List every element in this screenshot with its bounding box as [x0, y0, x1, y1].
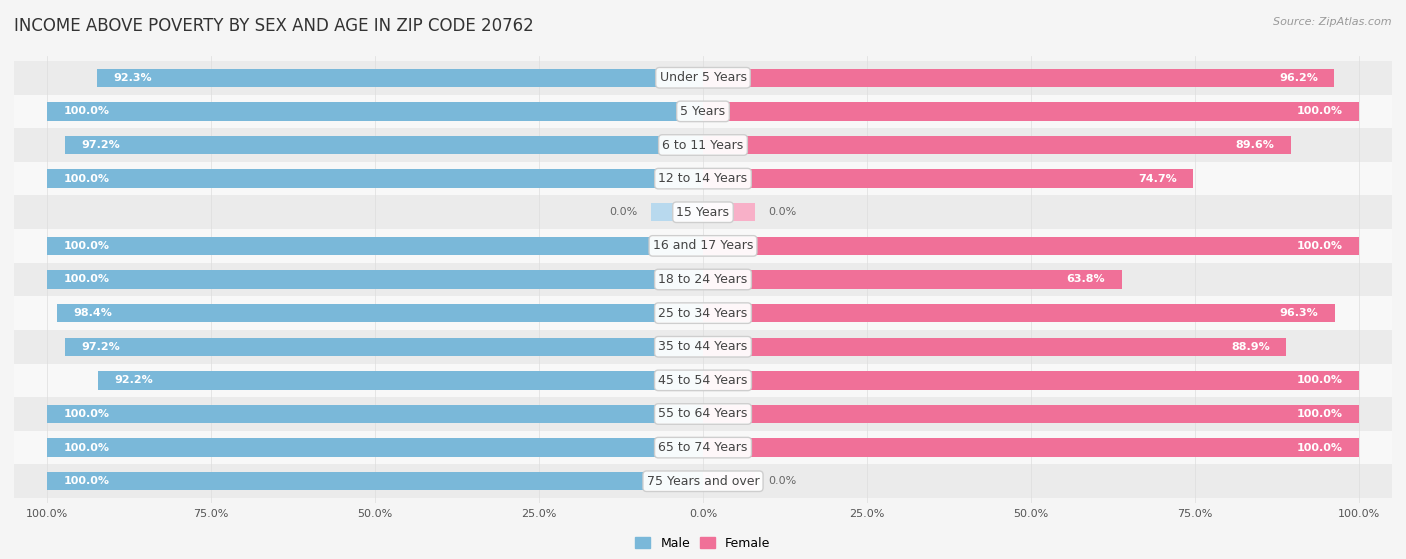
Text: 15 Years: 15 Years — [676, 206, 730, 219]
Bar — [651, 203, 703, 221]
Text: 100.0%: 100.0% — [1296, 106, 1343, 116]
Text: 63.8%: 63.8% — [1067, 274, 1105, 285]
Bar — [65, 338, 703, 356]
Bar — [14, 263, 1392, 296]
Text: 96.2%: 96.2% — [1279, 73, 1317, 83]
Bar — [703, 438, 1360, 457]
Text: 92.2%: 92.2% — [114, 376, 153, 385]
Bar — [703, 304, 1334, 323]
Bar — [46, 438, 703, 457]
Text: INCOME ABOVE POVERTY BY SEX AND AGE IN ZIP CODE 20762: INCOME ABOVE POVERTY BY SEX AND AGE IN Z… — [14, 17, 534, 35]
Bar — [14, 196, 1392, 229]
Text: 0.0%: 0.0% — [769, 476, 797, 486]
Bar — [14, 128, 1392, 162]
Text: 74.7%: 74.7% — [1137, 174, 1177, 183]
Bar — [98, 371, 703, 390]
Text: 0.0%: 0.0% — [609, 207, 637, 217]
Bar — [14, 61, 1392, 94]
Text: 45 to 54 Years: 45 to 54 Years — [658, 374, 748, 387]
Bar — [65, 136, 703, 154]
Text: 100.0%: 100.0% — [63, 476, 110, 486]
Bar — [14, 431, 1392, 465]
Bar — [703, 169, 1194, 188]
Text: 25 to 34 Years: 25 to 34 Years — [658, 307, 748, 320]
Bar — [703, 136, 1291, 154]
Bar — [14, 363, 1392, 397]
Bar — [703, 371, 1360, 390]
Text: 100.0%: 100.0% — [63, 274, 110, 285]
Bar — [703, 69, 1334, 87]
Bar — [703, 270, 1122, 289]
Text: 100.0%: 100.0% — [63, 106, 110, 116]
Bar — [703, 102, 1360, 121]
Text: Source: ZipAtlas.com: Source: ZipAtlas.com — [1274, 17, 1392, 27]
Text: 5 Years: 5 Years — [681, 105, 725, 118]
Bar — [46, 169, 703, 188]
Text: 35 to 44 Years: 35 to 44 Years — [658, 340, 748, 353]
Bar — [46, 236, 703, 255]
Bar — [14, 397, 1392, 431]
Text: 89.6%: 89.6% — [1236, 140, 1274, 150]
Text: 12 to 14 Years: 12 to 14 Years — [658, 172, 748, 185]
Text: Under 5 Years: Under 5 Years — [659, 71, 747, 84]
Text: 92.3%: 92.3% — [114, 73, 152, 83]
Legend: Male, Female: Male, Female — [630, 532, 776, 555]
Bar — [703, 338, 1286, 356]
Text: 97.2%: 97.2% — [82, 140, 121, 150]
Bar — [58, 304, 703, 323]
Text: 98.4%: 98.4% — [73, 308, 112, 318]
Bar — [703, 405, 1360, 423]
Text: 96.3%: 96.3% — [1279, 308, 1319, 318]
Text: 100.0%: 100.0% — [1296, 376, 1343, 385]
Text: 18 to 24 Years: 18 to 24 Years — [658, 273, 748, 286]
Bar — [46, 472, 703, 490]
Text: 88.9%: 88.9% — [1232, 342, 1270, 352]
Bar — [14, 330, 1392, 363]
Text: 75 Years and over: 75 Years and over — [647, 475, 759, 488]
Text: 100.0%: 100.0% — [1296, 409, 1343, 419]
Text: 0.0%: 0.0% — [769, 207, 797, 217]
Bar — [703, 236, 1360, 255]
Text: 100.0%: 100.0% — [63, 443, 110, 453]
Bar — [14, 465, 1392, 498]
Bar — [703, 472, 755, 490]
Text: 100.0%: 100.0% — [63, 174, 110, 183]
Text: 65 to 74 Years: 65 to 74 Years — [658, 441, 748, 454]
Bar — [14, 162, 1392, 196]
Text: 100.0%: 100.0% — [1296, 241, 1343, 251]
Text: 55 to 64 Years: 55 to 64 Years — [658, 408, 748, 420]
Bar — [46, 102, 703, 121]
Text: 6 to 11 Years: 6 to 11 Years — [662, 139, 744, 151]
Bar — [703, 203, 755, 221]
Text: 100.0%: 100.0% — [1296, 443, 1343, 453]
Bar — [14, 229, 1392, 263]
Text: 97.2%: 97.2% — [82, 342, 121, 352]
Text: 16 and 17 Years: 16 and 17 Years — [652, 239, 754, 252]
Bar — [97, 69, 703, 87]
Text: 100.0%: 100.0% — [63, 241, 110, 251]
Bar — [46, 270, 703, 289]
Text: 100.0%: 100.0% — [63, 409, 110, 419]
Bar — [46, 405, 703, 423]
Bar — [14, 94, 1392, 128]
Bar — [14, 296, 1392, 330]
